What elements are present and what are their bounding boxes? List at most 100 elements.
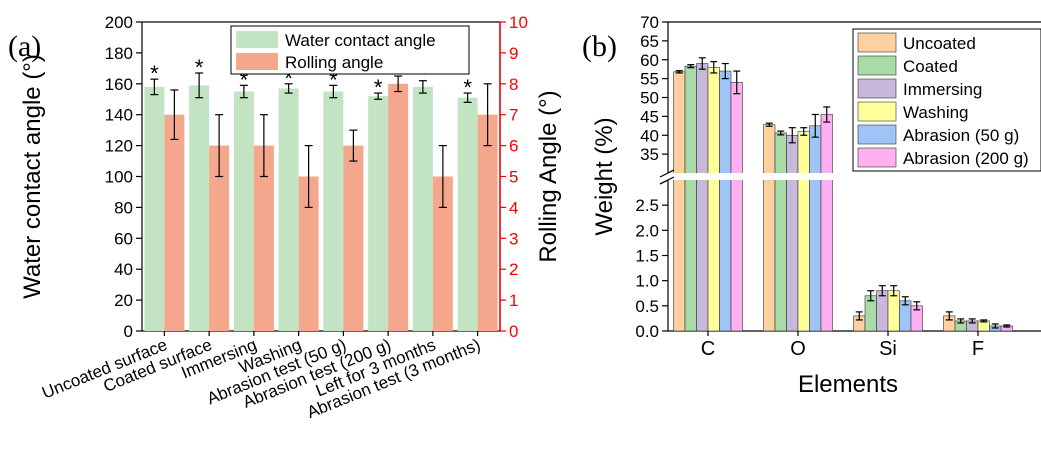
- significance-marker: *: [240, 67, 249, 92]
- bar-abrasion-50-g-: [719, 70, 732, 332]
- category-label-b: O: [790, 338, 806, 360]
- y-tick-label-a: 60: [114, 229, 133, 248]
- y-tick-label-upper-b: 70: [640, 13, 659, 32]
- y2-axis-title-a: Rolling Angle (°): [535, 90, 562, 262]
- y2-tick-label-a: 8: [509, 75, 518, 94]
- significance-marker: *: [284, 66, 293, 91]
- axis-break-slash-upper: [659, 169, 675, 178]
- legend-swatch-b: [857, 101, 897, 122]
- legend-swatch-b: [857, 55, 897, 76]
- y-tick-label-upper-b: 35: [640, 145, 659, 164]
- bar-coated: [684, 65, 697, 332]
- legend-a: Water contact angle Rolling angle: [230, 25, 470, 75]
- bar-contact-angle: [457, 97, 478, 331]
- panel-label-b: (b): [582, 30, 617, 63]
- y-tick-label-upper-b: 40: [640, 126, 659, 145]
- bar-abrasion-200-g-: [730, 82, 743, 332]
- y-tick-label-a: 20: [114, 291, 133, 310]
- legend-label-b: Uncoated: [903, 34, 976, 53]
- bar-immersing: [876, 290, 889, 332]
- y2-tick-label-a: 7: [509, 106, 518, 125]
- bar-rolling-angle: [343, 145, 364, 331]
- y-tick-label-a: 200: [105, 13, 133, 32]
- legend-label-b: Coated: [903, 57, 958, 76]
- bar-contact-angle: [368, 96, 389, 331]
- legend-frame-b: [852, 28, 1041, 172]
- legend-label-b: Washing: [903, 103, 969, 122]
- bar-contact-angle: [412, 86, 433, 331]
- bar-washing: [887, 290, 900, 332]
- bar-contact-angle: [278, 88, 299, 331]
- bar-immersing: [696, 63, 709, 332]
- significance-marker: *: [419, 63, 428, 88]
- bar-abrasion-50-g-: [809, 125, 822, 332]
- y-axis-title-b: Weight (%): [591, 117, 618, 235]
- y2-tick-label-a: 1: [509, 291, 518, 310]
- bar-rolling-angle: [298, 176, 319, 331]
- y-tick-label-a: 160: [105, 75, 133, 94]
- bar-contact-angle: [144, 86, 165, 331]
- y-tick-label-upper-b: 60: [640, 51, 659, 70]
- significance-marker: *: [150, 61, 159, 86]
- significance-marker: *: [463, 75, 472, 100]
- y-tick-label-upper-b: 65: [640, 32, 659, 51]
- bar-rolling-angle: [388, 83, 409, 331]
- y2-tick-label-a: 2: [509, 260, 518, 279]
- y-tick-label-lower-b: 0.0: [635, 322, 659, 341]
- bar-uncoated: [673, 71, 686, 332]
- bar-immersing: [786, 134, 799, 332]
- legend-swatch-b: [857, 78, 897, 99]
- significance-marker: *: [195, 55, 204, 80]
- legend-swatch-b: [857, 124, 897, 145]
- category-label-b: Si: [879, 338, 897, 360]
- y2-tick-label-a: 0: [509, 322, 518, 341]
- y-tick-label-upper-b: 55: [640, 70, 659, 89]
- legend-b: Uncoated Coated Immersing Washing Abrasion (…: [852, 28, 1041, 172]
- y2-tick-label-a: 3: [509, 229, 518, 248]
- significance-marker: *: [329, 67, 338, 92]
- legend-label-a: Water contact angle: [285, 31, 436, 50]
- y-tick-label-lower-b: 2.0: [635, 221, 659, 240]
- y2-tick-label-a: 6: [509, 137, 518, 156]
- category-label-b: F: [972, 338, 984, 360]
- legend-swatch-b: [857, 32, 897, 53]
- legend-label-b: Immersing: [903, 80, 982, 99]
- legend-label-b: Abrasion (50 g): [903, 126, 1019, 145]
- legend-swatch-a: [236, 31, 278, 48]
- y-tick-label-upper-b: 45: [640, 107, 659, 126]
- y-tick-label-a: 140: [105, 106, 133, 125]
- panel-a: (a) 0 20 40 60 80 100 120 140 160 180 200 0 1 2 3 4 5 6 7 8 9…: [8, 13, 562, 422]
- y2-tick-label-a: 4: [509, 198, 518, 217]
- axis-break-slash-lower: [659, 176, 675, 185]
- y-tick-label-lower-b: 1.0: [635, 272, 659, 291]
- y-tick-label-upper-b: 50: [640, 89, 659, 108]
- bar-abrasion-200-g-: [820, 114, 833, 332]
- significance-marker: *: [374, 75, 383, 100]
- bar-rolling-angle: [477, 114, 498, 331]
- y-tick-label-a: 120: [105, 137, 133, 156]
- y2-tick-label-a: 10: [509, 13, 528, 32]
- bar-contact-angle: [189, 85, 210, 331]
- y-tick-label-a: 100: [105, 168, 133, 187]
- bar-contact-angle: [233, 91, 254, 332]
- y-tick-label-lower-b: 1.5: [635, 247, 659, 266]
- y-tick-label-lower-b: 0.5: [635, 297, 659, 316]
- bar-rolling-angle: [253, 145, 274, 331]
- y-tick-label-a: 40: [114, 260, 133, 279]
- y-tick-label-lower-b: 2.5: [635, 196, 659, 215]
- bar-rolling-angle: [209, 145, 230, 331]
- category-label-b: C: [701, 338, 715, 360]
- bar-rolling-angle: [164, 114, 185, 331]
- bar-rolling-angle: [432, 176, 453, 331]
- axis-break-gap: [656, 173, 1041, 180]
- y2-tick-label-a: 9: [509, 44, 518, 63]
- legend-label-b: Abrasion (200 g): [903, 149, 1029, 168]
- bar-washing: [797, 131, 810, 332]
- legend-swatch-b: [857, 147, 897, 168]
- bar-contact-angle: [323, 91, 344, 332]
- bar-washing: [707, 67, 720, 332]
- x-axis-title-b: Elements: [798, 371, 898, 398]
- panel-label-a: (a): [8, 30, 41, 63]
